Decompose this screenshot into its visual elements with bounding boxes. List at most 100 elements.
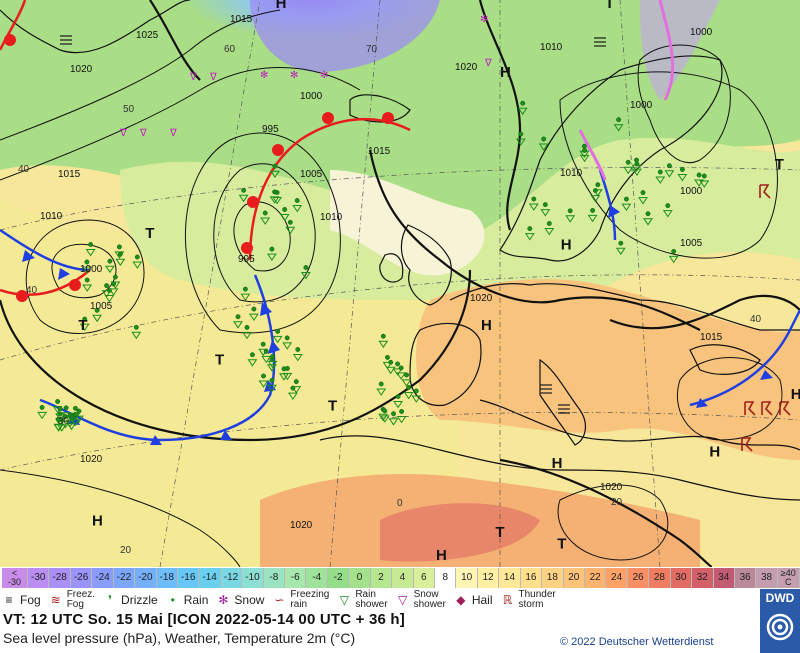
snow-icon: ✻ [480,14,488,25]
rain-shower-icon [266,384,277,393]
snow-icon: ∇ [119,128,127,139]
rain-shower-icon [655,176,666,184]
rain-icon [39,404,45,410]
rain-shower-icon [131,331,142,340]
rain-icon [107,258,113,264]
rain-icon [56,417,62,423]
isobars [0,0,800,567]
scale-swatch: -30 [28,568,50,588]
isobar-value-label: 1000 [300,91,323,102]
rain-shower-icon [668,255,679,264]
rain-shower-icon [291,386,302,394]
temperature-isoline-label: 40 [750,314,762,325]
low-pressure-label: T [605,0,614,12]
rain-icon [413,388,419,394]
rain-icon [640,190,646,196]
cold-front [689,309,800,407]
rain-shower-icon [269,196,280,204]
isobar-value-label: 1020 [470,293,493,304]
scale-swatch: -22 [113,568,136,588]
rain-shower-icon [382,361,393,370]
weather-legend: ≡ Fog ≋ Freez. Fog ❜ Drizzle • Rain ✻ Sno… [0,589,760,611]
isobar-value-label: 1000 [680,186,703,197]
rain-shower-icon [615,247,626,256]
rain-shower-icon [694,179,705,187]
scale-swatch: -28 [49,568,71,588]
scale-swatch: 18 [542,568,564,588]
isobar-thick [609,294,800,330]
isobar-value-label: 1000 [690,27,713,38]
rain-icon [541,136,547,142]
scale-swatch: -2 [327,568,350,588]
scale-swatch: 20 [563,568,585,588]
rain-shower-icon [613,124,624,132]
fog-icon [540,384,552,394]
rain-icon [625,159,631,165]
snow-icon: ∇ [484,58,492,69]
rain-icon [242,286,248,292]
rain-shower-icon [590,195,601,203]
rain-shower-icon [55,413,66,421]
warm-front [0,0,27,51]
rain-icon [295,347,301,352]
rain-shower-icon [528,203,539,211]
thunderstorm-icon [741,437,753,452]
rain-icon [520,100,526,106]
rain-shower-icon [104,295,115,303]
snow-icon: ∇ [209,72,217,83]
scale-swatch: 34 [713,568,735,588]
rain-icon [395,394,401,399]
snow-icon: ∇ [189,72,197,83]
rain-shower-icon [240,293,251,302]
high-pressure-label: H [561,237,572,254]
valid-time: VT: 12 UTC So. 15 Mai [ICON 2022-05-14 0… [3,611,405,628]
rain-icon [382,408,388,414]
snow-icon: ✻ [290,70,298,81]
rain-shower-icon [376,388,387,396]
scale-swatch: 10 [456,568,478,588]
occluded-front [578,129,607,181]
rain-shower-icon [544,228,555,236]
isobar-value-label: 1015 [230,14,253,25]
rain-icon [72,411,78,417]
isobar [0,67,361,181]
legend-hail-label: Hail [471,593,493,607]
rain-icon [701,173,707,179]
fog-icon: ≡ [5,593,13,607]
thunderstorm-icon [744,401,756,416]
scale-swatch: 32 [692,568,714,588]
coast-europe-mainland [449,283,800,331]
rain-icon [251,306,257,312]
high-pressure-label: H [500,64,511,81]
rain-icon [665,203,671,209]
rain-icon [395,361,401,367]
scale-swatch: 14 [499,568,521,588]
snow-shower-icon: ▽ [397,593,408,607]
rain-shower-icon [540,209,551,217]
low-pressure-label: T [215,352,224,369]
rain-icon [616,117,622,123]
rain-icon [133,324,139,330]
isobar [637,44,731,164]
rain-icon [287,219,293,225]
coast-greenland [0,0,191,54]
temperature-isoline-label: 20 [611,497,623,508]
rain-icon [76,408,82,414]
rain-shower-icon [677,174,688,182]
scale-swatch: 6 [413,568,436,588]
rain-shower-icon [282,372,293,381]
scale-swatch: -4 [306,568,328,588]
rain-icon [117,251,123,257]
pressure-centres: HHHHHHHHHHHTTTTTTTTT [78,0,800,564]
rain-icon [634,157,639,163]
rain-shower-icon [579,154,590,163]
scale-swatch: -18 [156,568,178,588]
high-pressure-label: H [276,0,287,12]
rain-shower-icon [258,380,269,388]
rain-icon [679,167,685,172]
dwd-logo-text: DWD [765,591,795,605]
rain-icon [406,385,412,390]
rain-icon [391,411,396,417]
coast-britain [400,224,452,306]
